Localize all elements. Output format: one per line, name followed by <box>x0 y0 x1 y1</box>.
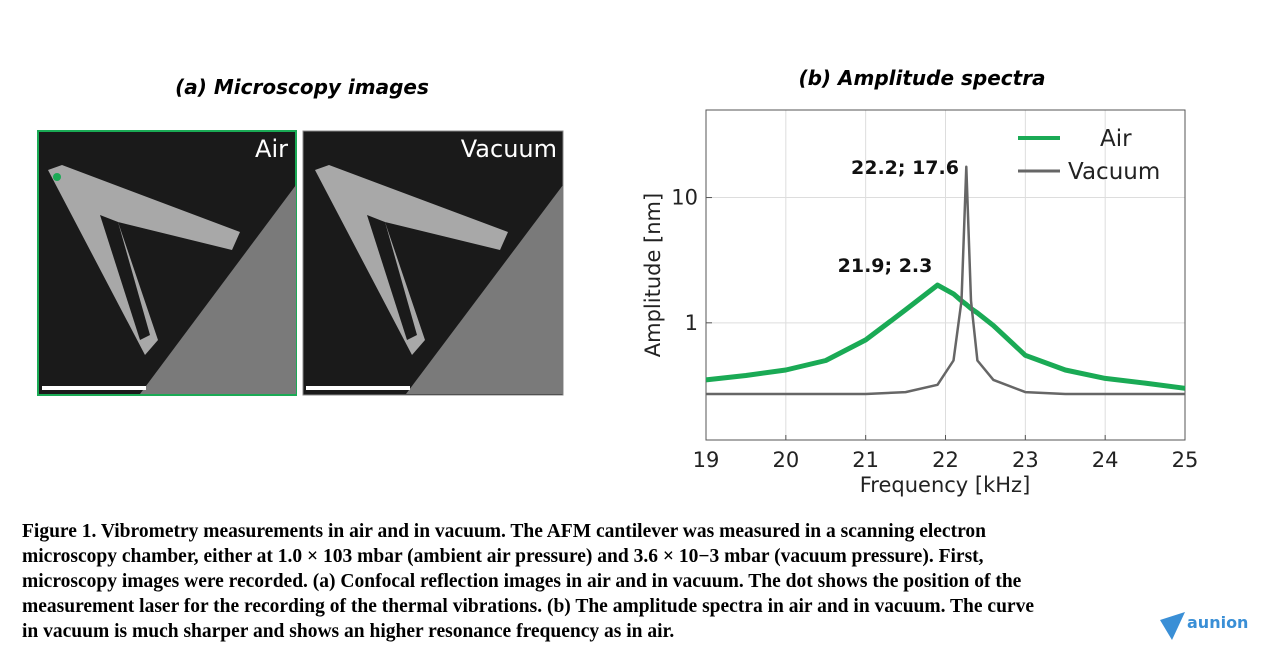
caption-line: measurement laser for the recording of t… <box>22 596 1034 617</box>
chart-title: (b) Amplitude spectra <box>798 66 1045 90</box>
annotation: 22.2; 17.6 <box>851 157 959 179</box>
panel-a-title: (a) Microscopy images <box>175 75 429 99</box>
caption-line: microscopy chamber, either at 1.0 × 103 … <box>22 546 984 567</box>
x-tick-label: 21 <box>852 448 879 472</box>
y-tick-label: 10 <box>671 186 698 210</box>
logo: aunion <box>1160 612 1248 640</box>
series-line <box>706 165 1185 396</box>
image-label: Air <box>255 135 288 163</box>
x-tick-label: 25 <box>1172 448 1199 472</box>
annotation: 21.9; 2.3 <box>838 255 933 277</box>
caption-line: Figure 1. Vibrometry measurements in air… <box>22 521 986 542</box>
logo-text: aunion <box>1187 613 1248 632</box>
x-tick-label: 22 <box>932 448 959 472</box>
caption-line: in vacuum is much sharper and shows an h… <box>22 621 674 642</box>
y-tick-label: 1 <box>685 311 698 335</box>
image-vacuum: Vacuum <box>302 130 564 396</box>
caption: Figure 1. Vibrometry measurements in air… <box>22 521 1034 642</box>
y-axis-label: Amplitude [nm] <box>641 193 665 357</box>
x-tick-label: 24 <box>1092 448 1119 472</box>
plot-frame <box>705 109 1186 441</box>
x-tick-label: 19 <box>693 448 720 472</box>
image-label: Vacuum <box>461 135 557 163</box>
x-tick-label: 20 <box>772 448 799 472</box>
caption-line: microscopy images were recorded. (a) Con… <box>22 571 1022 592</box>
series-line <box>705 282 1186 391</box>
legend-label: Air <box>1100 126 1132 152</box>
x-axis-label: Frequency [kHz] <box>860 473 1031 497</box>
x-tick-label: 23 <box>1012 448 1039 472</box>
legend-label: Vacuum <box>1068 159 1160 185</box>
image-air: Air <box>37 130 297 396</box>
